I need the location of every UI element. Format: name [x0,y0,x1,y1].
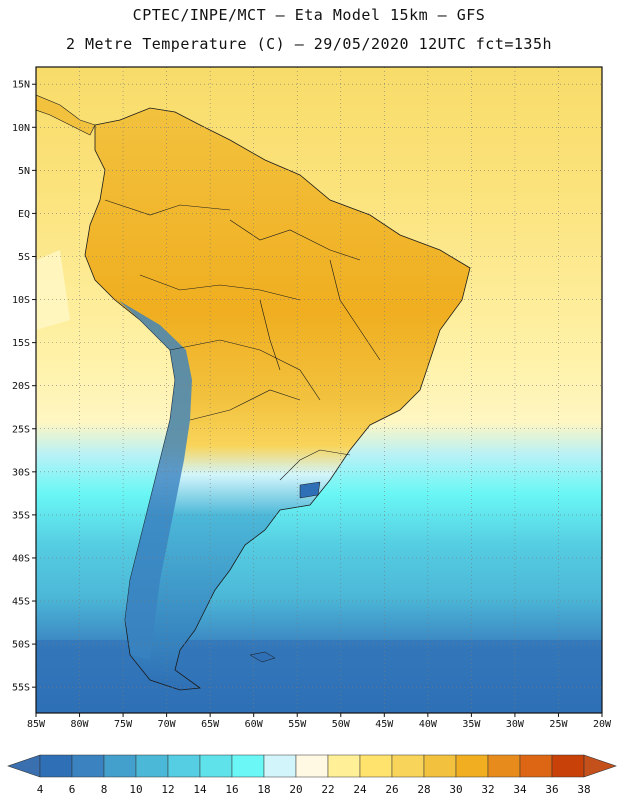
lat-tick-label: 15S [12,338,30,349]
map-frame [35,66,603,714]
colorbar-label: 24 [353,783,367,796]
lat-tick-label: 40S [12,553,30,564]
colorbar-label: 28 [417,783,430,796]
lat-tick-label: 50S [12,640,30,651]
colorbar-swatch [455,754,489,778]
lon-tick-label: 25W [549,719,568,730]
colorbar-label: 10 [129,783,142,796]
lat-tick-label: 15N [12,80,30,91]
colorbar-swatch [39,754,73,778]
colorbar-label: 38 [577,783,590,796]
lat-tick-label: 35S [12,510,30,521]
map-title-line-1: CPTEC/INPE/MCT – Eta Model 15km – GFS [132,6,486,24]
lat-tick-label: 45S [12,597,30,608]
colorbar-label: 32 [481,783,494,796]
colorbar-label: 4 [37,783,44,796]
lat-tick-label: 10S [12,295,30,306]
longitude-axis: 85W 80W 75W 70W 65W 60W 55W 50W 45W 40W 35W 30W 25W 2… [27,713,612,730]
colorbar: 4 6 8 10 12 14 16 18 20 22 24 26 28 30 32 34 36 38 [7,754,617,796]
lat-tick-label: 5S [18,252,30,263]
colorbar-under-arrow [7,754,41,778]
colorbar-label: 6 [69,783,76,796]
colorbar-swatch [423,754,457,778]
map-plot-area [36,67,602,713]
colorbar-swatch [391,754,425,778]
colorbar-label: 8 [101,783,108,796]
country-borders [104,199,381,481]
colorbar-swatch [551,754,585,778]
latitude-axis: 15N 10N 5N EQ 5S 10S 15S 20S 25S 30S 35S 40S 45S 50S 5… [12,80,36,694]
lat-tick-label: 55S [12,683,30,694]
lon-tick-label: 20W [593,719,612,730]
colorbar-swatch [327,754,361,778]
colorbar-swatch [231,754,265,778]
lon-tick-label: 70W [158,719,177,730]
lon-tick-label: 55W [288,719,307,730]
lon-tick-label: 85W [27,719,46,730]
colorbar-swatch [71,754,105,778]
lon-tick-label: 30W [506,719,525,730]
colorbar-swatch [199,754,233,778]
colorbar-label: 26 [385,783,398,796]
lon-tick-label: 80W [71,719,90,730]
lon-tick-label: 50W [332,719,351,730]
lon-tick-label: 65W [201,719,220,730]
lat-tick-label: 30S [12,467,30,478]
colorbar-label: 12 [161,783,174,796]
colorbar-label: 36 [545,783,558,796]
colorbar-label: 16 [225,783,238,796]
colorbar-label: 14 [193,783,207,796]
colorbar-label: 34 [513,783,527,796]
colorbar-swatch [167,754,201,778]
lon-tick-label: 45W [375,719,394,730]
lat-tick-label: 25S [12,424,30,435]
colorbar-label: 18 [257,783,270,796]
colorbar-swatch [519,754,553,778]
map-title-line-2: 2 Metre Temperature (C) – 29/05/2020 12U… [65,35,553,53]
colorbar-swatch [103,754,137,778]
lon-tick-label: 75W [114,719,133,730]
lon-tick-label: 35W [462,719,481,730]
colorbar-swatch [135,754,169,778]
colorbar-swatch [487,754,521,778]
lat-tick-label: 10N [12,123,30,134]
colorbar-label: 30 [449,783,462,796]
colorbar-label: 20 [289,783,302,796]
lat-tick-label: 5N [18,166,30,177]
lat-tick-label: 20S [12,381,30,392]
colorbar-label: 22 [321,783,334,796]
lon-tick-label: 60W [245,719,264,730]
colorbar-swatch [359,754,393,778]
lon-tick-label: 40W [419,719,438,730]
colorbar-over-arrow [583,754,617,778]
colorbar-swatch [295,754,329,778]
lat-tick-label: EQ [18,209,30,220]
colorbar-swatch [263,754,297,778]
